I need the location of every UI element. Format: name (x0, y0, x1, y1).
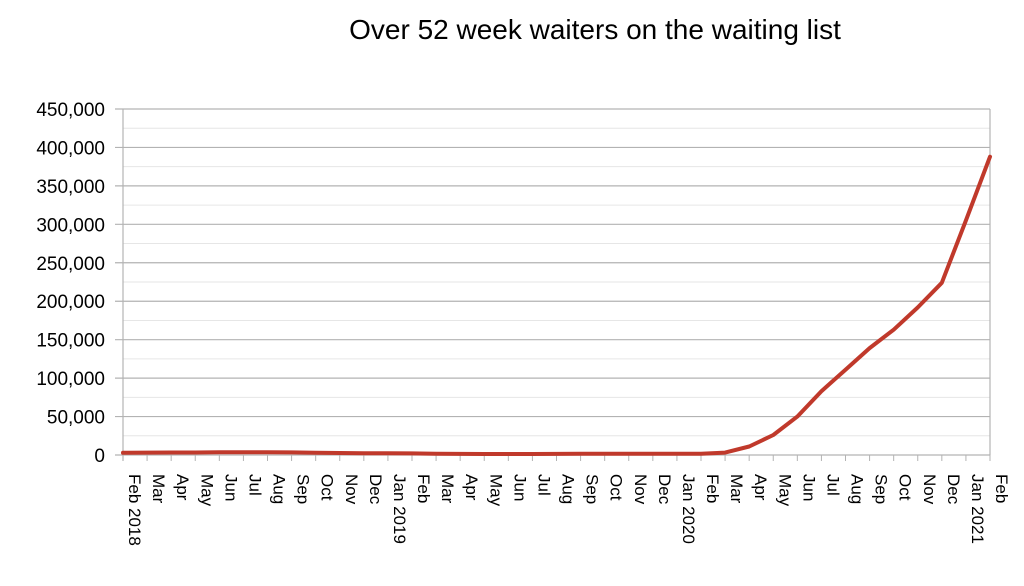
x-tick-label: Dec (655, 474, 674, 505)
x-tick-label: May (775, 474, 794, 507)
y-tick-label: 200,000 (36, 292, 105, 313)
x-tick-label: Jul (823, 474, 842, 496)
x-tick-label: Nov (342, 474, 361, 505)
x-tick-label: Jan 2020 (679, 474, 698, 544)
x-tick-label: Sep (583, 474, 602, 504)
x-tick-label: Jan 2021 (968, 474, 987, 544)
x-tick-label: Oct (896, 474, 915, 501)
x-tick-label: Apr (462, 474, 481, 501)
x-tick-label: Sep (294, 474, 313, 504)
x-tick-label: May (197, 474, 216, 507)
x-tick-label: Jun (510, 474, 529, 501)
x-tick-label: Jun (799, 474, 818, 501)
x-tick-label: Oct (607, 474, 626, 501)
x-tick-label: Aug (848, 474, 867, 504)
x-tick-label: Jul (534, 474, 553, 496)
y-tick-label: 250,000 (36, 254, 105, 275)
x-tick-label: Dec (944, 474, 963, 505)
x-tick-label: Aug (559, 474, 578, 504)
x-tick-label: Feb (992, 474, 1011, 503)
y-tick-label: 300,000 (36, 215, 105, 236)
x-tick-label: Jan 2019 (390, 474, 409, 544)
x-tick-label: Feb (703, 474, 722, 503)
x-tick-label: Apr (173, 474, 192, 501)
y-tick-label: 100,000 (36, 369, 105, 390)
y-tick-label: 150,000 (36, 331, 105, 352)
y-tick-label: 0 (94, 446, 105, 467)
x-tick-label: Mar (149, 474, 168, 504)
x-tick-label: May (486, 474, 505, 507)
x-tick-label: Nov (920, 474, 939, 505)
y-tick-label: 400,000 (36, 138, 105, 159)
x-tick-label: Feb (414, 474, 433, 503)
chart-title: Over 52 week waiters on the waiting list (349, 14, 841, 45)
x-tick-label: Oct (318, 474, 337, 501)
y-tick-label: 450,000 (36, 100, 105, 121)
x-tick-label: Sep (872, 474, 891, 504)
x-tick-label: Jun (221, 474, 240, 501)
x-tick-label: Apr (751, 474, 770, 501)
y-tick-label: 50,000 (47, 408, 105, 429)
x-tick-label: Aug (270, 474, 289, 504)
x-tick-label: Jul (245, 474, 264, 496)
x-tick-label: Nov (631, 474, 650, 505)
x-tick-label: Dec (366, 474, 385, 505)
y-tick-label: 350,000 (36, 177, 105, 198)
series-line (121, 154, 992, 456)
x-tick-label: Mar (727, 474, 746, 504)
x-tick-label: Feb 2018 (125, 474, 144, 546)
x-tick-label: Mar (438, 474, 457, 504)
